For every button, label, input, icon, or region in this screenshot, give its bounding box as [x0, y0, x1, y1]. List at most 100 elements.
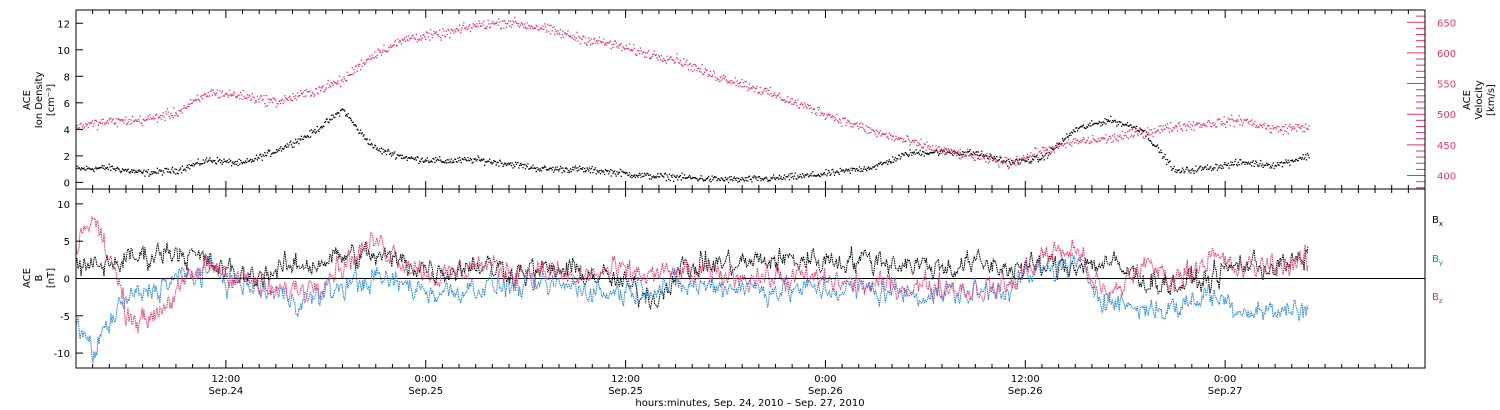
data-point [680, 179, 682, 181]
data-point [1168, 131, 1170, 133]
data-point [867, 126, 870, 128]
data-point [682, 65, 684, 68]
data-point [746, 86, 748, 88]
data-point [78, 127, 80, 129]
data-point [330, 119, 332, 121]
data-point [606, 170, 608, 172]
data-point [1007, 165, 1009, 167]
data-point [1236, 121, 1238, 123]
data-point [344, 78, 346, 80]
x-tick-date-label: Sep.26 [1008, 386, 1043, 397]
data-point [535, 170, 537, 173]
data-point [997, 159, 1000, 162]
data-point [853, 123, 856, 125]
data-point [1180, 171, 1182, 174]
data-point [678, 176, 681, 178]
data-point [360, 129, 362, 131]
data-point [1221, 124, 1224, 126]
data-point [248, 94, 250, 96]
data-point [954, 151, 956, 153]
data-point [270, 99, 272, 101]
data-point [548, 169, 550, 171]
data-point [226, 159, 228, 162]
data-point [1221, 165, 1224, 167]
data-point [215, 92, 218, 94]
data-point [386, 51, 388, 53]
data-point [618, 47, 620, 49]
data-point [708, 175, 710, 178]
data-point [1290, 159, 1292, 162]
data-point [472, 161, 474, 163]
data-point [760, 180, 762, 182]
data-point [571, 37, 573, 39]
data-point [976, 151, 978, 153]
data-point [510, 26, 512, 28]
data-point [711, 76, 713, 78]
data-point [174, 168, 176, 170]
data-point [1214, 123, 1216, 125]
data-point [300, 135, 303, 137]
data-point [1108, 121, 1110, 123]
data-point [1133, 135, 1135, 137]
data-point [1134, 131, 1136, 133]
data-point [1284, 162, 1286, 164]
data-point [779, 96, 781, 98]
data-point [698, 178, 701, 180]
data-point [1227, 162, 1229, 164]
data-point [822, 112, 824, 114]
legend-bx-sub: x [1439, 220, 1443, 228]
data-point [702, 178, 704, 181]
data-point [1098, 120, 1100, 123]
data-point [459, 159, 462, 161]
data-point [592, 172, 594, 174]
data-point [693, 177, 695, 179]
data-point [307, 135, 309, 137]
data-point [882, 162, 885, 164]
data-point [944, 152, 946, 154]
data-point [1172, 167, 1174, 170]
data-point [563, 36, 565, 38]
data-point [562, 30, 564, 32]
data-point [356, 70, 358, 72]
data-point [658, 56, 661, 58]
data-point [479, 160, 482, 162]
data-point [636, 54, 638, 56]
data-point [948, 151, 950, 153]
data-point [522, 24, 524, 26]
data-point [434, 157, 437, 159]
data-point [169, 171, 171, 173]
data-point [1186, 167, 1189, 169]
data-point [1026, 156, 1028, 158]
data-point [175, 173, 177, 175]
data-point [390, 155, 393, 157]
data-point [1105, 134, 1107, 136]
data-point [862, 127, 865, 129]
data-point [227, 96, 229, 98]
data-point [826, 113, 828, 115]
data-point [332, 84, 334, 86]
data-point [945, 153, 947, 155]
data-point [1156, 131, 1158, 133]
data-point [1195, 124, 1197, 126]
data-point [1050, 152, 1052, 154]
data-point [1174, 171, 1176, 173]
data-point [422, 160, 424, 162]
data-point [1176, 130, 1179, 132]
data-point [877, 133, 880, 135]
data-point [1276, 162, 1279, 164]
data-point [610, 175, 612, 177]
data-point [341, 78, 343, 81]
data-point [869, 127, 871, 129]
data-point [348, 117, 350, 119]
data-point [678, 176, 680, 178]
data-point [190, 99, 192, 101]
data-point [1116, 125, 1118, 127]
magnetic-field-traces [75, 215, 1425, 364]
data-point [328, 86, 330, 89]
data-point [474, 158, 476, 160]
data-point [334, 82, 336, 84]
data-point [759, 87, 761, 89]
data-point [1260, 124, 1262, 126]
data-point [727, 82, 729, 84]
data-point [537, 29, 539, 31]
